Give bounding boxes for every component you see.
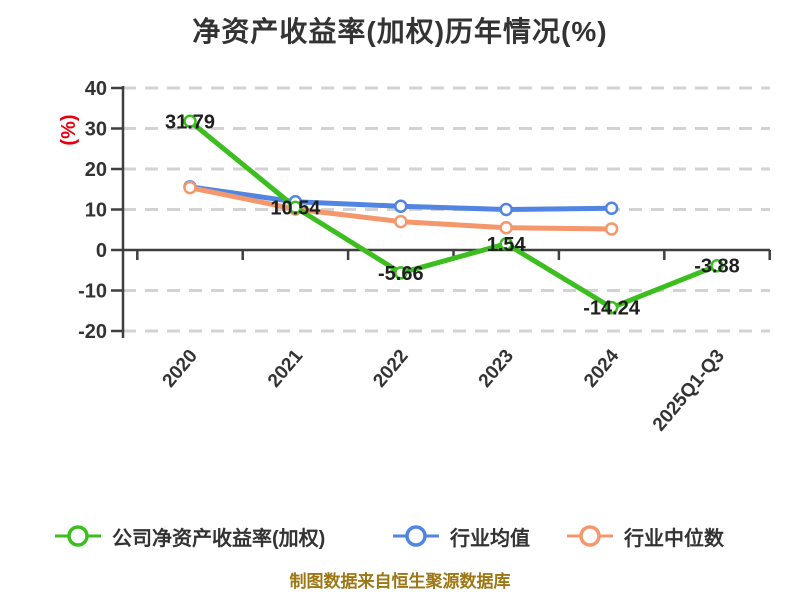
point-value-label: -5.66 [378,263,424,285]
series-line-0 [187,118,720,311]
legend-line-marker-icon [55,525,101,547]
data-point-marker [604,300,619,315]
data-point-marker [394,266,408,280]
point-value-label: 31.79 [165,111,215,133]
legend-label-company-roe: 公司净资产收益率(加权) [112,527,326,550]
y-tick-label: 0 [96,240,107,262]
y-tick-label: 20 [85,159,107,181]
y-tick-label: -10 [78,281,107,303]
x-tick-label: 2025Q1-Q3 [649,346,729,436]
chart-legend: 公司净资产收益率(加权) 行业均值 行业中位数 [0,520,800,552]
chart-title: 净资产收益率(加权)历年情况(%) [192,16,608,47]
line-chart-plot-area: 40 30 20 10 0 -10 -20 2020 2021 2022 2023 2024 2025Q… [78,78,771,436]
x-tick-label: 2023 [475,346,518,392]
data-point-marker [183,180,197,195]
legend-label-industry-median: 行业中位数 [624,527,724,550]
legend-label-industry-mean: 行业均值 [450,527,530,550]
legend-item-company-roe: 公司净资产收益率(加权) [54,520,325,552]
point-value-label: 10.54 [270,197,321,219]
data-point-marker [499,220,513,235]
legend-line-marker-icon [393,525,439,547]
point-value-label: 1.54 [487,234,527,256]
point-value-label: -14.24 [583,298,641,320]
data-point-marker [394,199,408,214]
data-source-caption: 制图数据来自恒生聚源数据库 [289,572,511,591]
y-tick-label: 40 [85,78,107,100]
data-point-marker [604,201,619,216]
data-point-marker [288,200,303,215]
legend-line-marker-icon [567,525,613,547]
data-point-marker [604,222,619,236]
y-tick-label: 30 [85,119,107,141]
data-point-marker [183,114,197,129]
x-tick-label: 2021 [264,345,308,391]
x-tick-label: 2022 [369,346,412,392]
y-tick-label: 10 [85,200,107,222]
data-point-marker [394,214,408,229]
legend-item-industry-median: 行业中位数 [566,520,724,552]
data-point-marker [710,258,724,273]
x-tick-label: 2024 [580,345,624,391]
data-point-marker [499,202,513,217]
point-value-label: -3.88 [694,256,740,278]
data-point-marker [499,237,513,251]
y-tick-label: -20 [78,321,107,343]
x-tick-label: 2020 [159,346,202,392]
legend-item-industry-mean: 行业均值 [392,520,530,552]
